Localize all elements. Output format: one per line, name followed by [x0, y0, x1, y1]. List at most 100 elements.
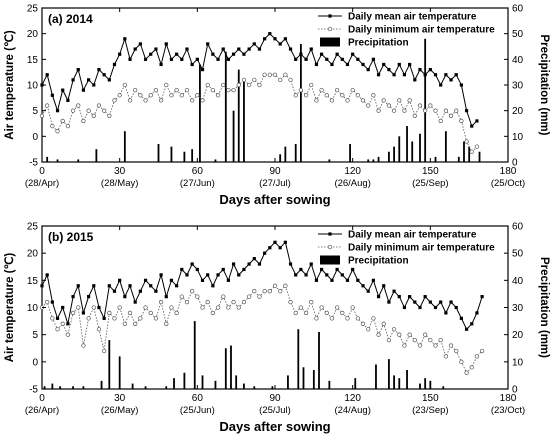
x-date-label: (26/Aug) — [334, 178, 370, 189]
mean-temp-point — [45, 73, 49, 77]
precipitation-bar — [201, 375, 204, 389]
min-temp-point — [391, 108, 397, 113]
mean-temp-point — [387, 300, 391, 304]
mean-temp-point — [81, 311, 86, 315]
min-temp-point — [428, 103, 433, 108]
min-temp-point — [190, 289, 195, 294]
min-temp-point — [278, 289, 283, 294]
min-temp-point — [469, 149, 474, 154]
mean-temp-point — [351, 267, 355, 272]
x-tick-label: 30 — [114, 393, 126, 404]
y-axis-title: Air temperature (℃) — [3, 253, 16, 363]
legend-mean-marker — [328, 14, 332, 18]
min-temp-point — [355, 93, 360, 98]
mean-temp-point — [92, 284, 96, 288]
mean-temp-point — [340, 273, 344, 277]
y-tick-label: 20 — [27, 249, 39, 260]
precipitation-bar — [388, 151, 390, 162]
y-tick-label: 15 — [27, 55, 39, 66]
mean-temp-point — [66, 98, 70, 102]
min-temp-point — [397, 332, 402, 337]
min-temp-point — [448, 113, 454, 118]
min-temp-point — [133, 321, 138, 326]
min-temp-point — [288, 299, 293, 305]
precipitation-bar — [183, 372, 186, 389]
min-temp-point — [122, 321, 127, 326]
mean-temp-point — [439, 83, 443, 87]
min-temp-point — [45, 299, 50, 305]
min-temp-point — [55, 327, 60, 332]
precipitation-bar — [193, 321, 196, 389]
y2-tick-label: 60 — [512, 4, 524, 15]
precipitation-bar — [393, 375, 395, 389]
min-temp-point — [386, 103, 392, 108]
mean-temp-point — [413, 300, 417, 304]
min-temp-point — [169, 93, 174, 98]
precipitation-bar — [243, 79, 245, 162]
x-date-label: (24/Aug) — [334, 405, 370, 416]
mean-temp-point — [50, 93, 54, 97]
min-temp-point — [86, 316, 91, 321]
mean-temp-point — [402, 73, 407, 77]
precipitation-bar — [123, 131, 126, 162]
min-temp-point — [143, 305, 148, 310]
precipitation-bar — [72, 386, 74, 389]
min-temp-point — [309, 82, 314, 88]
precipitation-bar — [144, 386, 147, 389]
mean-temp-point — [475, 119, 479, 123]
y-tick-label: 20 — [27, 29, 39, 40]
mean-temp-point — [66, 322, 70, 326]
min-temp-point — [169, 305, 174, 310]
y-tick-label: 10 — [27, 81, 39, 92]
min-temp-point — [70, 310, 76, 316]
min-temp-point — [334, 87, 340, 93]
mean-temp-point — [237, 47, 241, 51]
y2-tick-label: 10 — [512, 132, 524, 143]
mean-temp-point — [288, 47, 293, 51]
mean-temp-point — [257, 47, 262, 51]
min-temp-point — [231, 87, 236, 93]
mean-temp-point — [459, 316, 463, 320]
mean-temp-point — [206, 42, 210, 46]
min-temp-point — [319, 87, 324, 93]
min-temp-point — [143, 98, 148, 103]
mean-temp-point — [55, 109, 60, 113]
min-temp-point — [428, 337, 433, 343]
min-temp-point — [127, 98, 133, 103]
mean-temp-point — [257, 262, 262, 266]
mean-temp-point — [154, 47, 158, 51]
mean-temp-point — [376, 295, 381, 299]
precipitation-bar — [191, 149, 194, 162]
mean-temp-point — [40, 284, 44, 288]
mean-temp-point — [351, 52, 355, 56]
mean-temp-point — [397, 295, 401, 299]
min-temp-point — [402, 108, 407, 113]
precipitation-bar — [463, 141, 465, 162]
panel-label: (a) 2014 — [48, 12, 93, 26]
min-temp-point — [376, 332, 381, 337]
mean-temp-point — [195, 267, 199, 272]
min-temp-point — [117, 93, 122, 98]
min-temp-point — [65, 332, 71, 337]
min-temp-point — [112, 98, 117, 103]
mean-temp-point — [428, 68, 432, 72]
min-temp-point — [210, 310, 216, 316]
legend-precip-swatch — [320, 37, 340, 47]
mean-temp-point — [190, 262, 194, 266]
precipitation-bar — [478, 151, 481, 162]
mean-temp-point — [76, 68, 80, 72]
min-temp-point — [340, 93, 345, 98]
precipitation-bar — [199, 64, 201, 162]
chart-panel-b: 0(26/Apr)30(26/May)60(25/Jun)90(25/Jul)1… — [3, 222, 550, 435]
mean-temp-point — [402, 305, 407, 310]
mean-temp-point — [366, 68, 370, 72]
y-tick-label: 0 — [32, 357, 38, 368]
mean-temp-point — [216, 57, 220, 61]
min-temp-point — [360, 98, 366, 103]
mean-temp-point — [164, 295, 168, 299]
mean-temp-point — [143, 278, 148, 282]
min-temp-point — [464, 370, 469, 375]
y2-tick-label: 50 — [512, 29, 524, 40]
y2-tick-label: 40 — [512, 276, 524, 287]
mean-temp-point — [423, 73, 427, 77]
